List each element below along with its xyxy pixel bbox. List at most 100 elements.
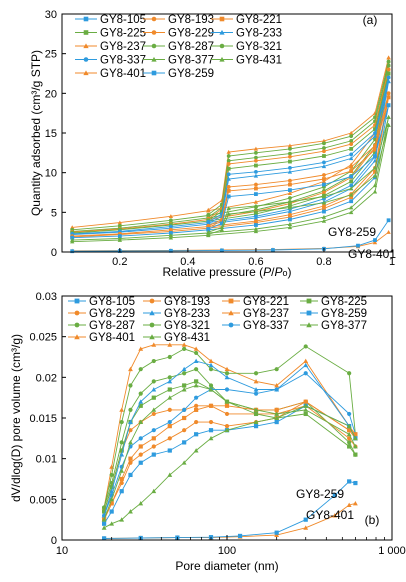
series-line	[72, 73, 390, 234]
legend-item-b-gy8-237: GY8-237	[222, 308, 289, 320]
data-point	[102, 521, 107, 526]
data-point	[274, 532, 280, 538]
data-point	[253, 146, 259, 151]
series-line	[104, 480, 356, 539]
data-point	[288, 151, 292, 156]
data-point	[349, 169, 354, 173]
data-point	[372, 240, 378, 245]
data-point	[288, 146, 292, 151]
data-point	[288, 159, 292, 164]
data-point	[168, 248, 173, 253]
data-point	[206, 227, 211, 231]
data-point	[274, 530, 279, 535]
data-point	[347, 479, 352, 484]
data-point	[347, 371, 352, 376]
data-point	[151, 358, 156, 364]
data-point	[348, 130, 354, 135]
legend-label: GY8-229	[89, 308, 135, 320]
legend-item-a-gy8-221: GY8-221	[211, 14, 282, 26]
data-point	[386, 95, 391, 100]
y-tick-label-a: 10	[45, 168, 57, 180]
data-point	[224, 427, 230, 433]
data-point	[253, 229, 259, 234]
data-point	[288, 215, 292, 219]
annotation-gy8-259-a: GY8-259	[328, 225, 376, 239]
x-tick-label-a: 0.4	[180, 256, 195, 268]
legend-marker	[74, 310, 80, 316]
data-point	[287, 209, 293, 214]
data-point	[193, 383, 199, 388]
legend-item-b-gy8-229: GY8-229	[68, 308, 135, 320]
data-point	[353, 432, 358, 437]
data-point	[303, 525, 309, 530]
data-point	[193, 448, 199, 453]
legend-item-b-gy8-225: GY8-225	[300, 296, 367, 308]
legend-label: GY8-337	[243, 320, 289, 332]
data-point	[151, 436, 156, 441]
data-point	[352, 500, 358, 506]
data-point	[117, 237, 123, 242]
data-point	[167, 448, 172, 453]
data-point	[303, 344, 308, 349]
data-point	[208, 435, 214, 441]
data-point	[224, 424, 230, 429]
data-point	[349, 134, 354, 139]
data-point	[226, 149, 231, 154]
data-point	[70, 249, 75, 254]
data-point	[322, 141, 326, 146]
legend-marker	[219, 16, 225, 22]
data-point	[254, 163, 258, 168]
data-point	[102, 509, 107, 514]
data-point	[167, 407, 172, 412]
data-point	[226, 206, 231, 211]
data-point	[194, 403, 199, 408]
data-point	[151, 411, 156, 417]
y-tick-label-a: 15	[45, 128, 57, 140]
data-point	[167, 424, 172, 429]
legend-marker	[83, 57, 89, 62]
data-point	[70, 235, 75, 240]
data-point	[386, 75, 391, 80]
data-point	[182, 371, 187, 376]
x-tick-label-b: 10	[56, 545, 68, 557]
data-point	[386, 71, 391, 76]
series-line	[103, 405, 356, 524]
data-point	[288, 166, 292, 170]
legend-label: GY8-237	[100, 41, 146, 53]
data-point	[386, 114, 391, 119]
legend-label: GY8-287	[89, 320, 135, 332]
data-point	[226, 162, 231, 166]
legend-marker	[306, 298, 312, 304]
data-point	[194, 395, 199, 400]
data-point	[373, 154, 377, 158]
legend-item-b-gy8-259: GY8-259	[300, 308, 367, 320]
data-point	[224, 366, 230, 372]
legend-marker	[74, 298, 80, 304]
legend-label: GY8-105	[89, 296, 135, 308]
y-tick-label-a: 20	[45, 88, 57, 100]
data-point	[167, 419, 172, 425]
data-point	[109, 472, 114, 478]
data-point	[253, 411, 259, 417]
legend-item-b-gy8-377: GY8-377	[300, 320, 367, 332]
legend-marker	[219, 29, 225, 35]
x-tick-label-b: 100	[218, 545, 236, 557]
data-point	[386, 91, 391, 96]
series-line	[103, 405, 356, 529]
legend-item-a-gy8-229: GY8-229	[143, 28, 214, 40]
data-point	[322, 209, 326, 214]
data-point	[303, 362, 309, 368]
data-point	[322, 173, 326, 177]
data-point	[347, 444, 352, 449]
series-line	[72, 124, 390, 243]
data-point	[349, 165, 354, 170]
data-point	[254, 220, 258, 225]
x-tick-label-a: 1	[389, 256, 395, 268]
data-point	[348, 156, 354, 161]
legend-marker	[74, 322, 80, 328]
y-tick-label-b: 0.01	[36, 454, 57, 466]
data-point	[386, 79, 391, 84]
series-line	[103, 401, 356, 520]
data-point	[253, 424, 259, 429]
